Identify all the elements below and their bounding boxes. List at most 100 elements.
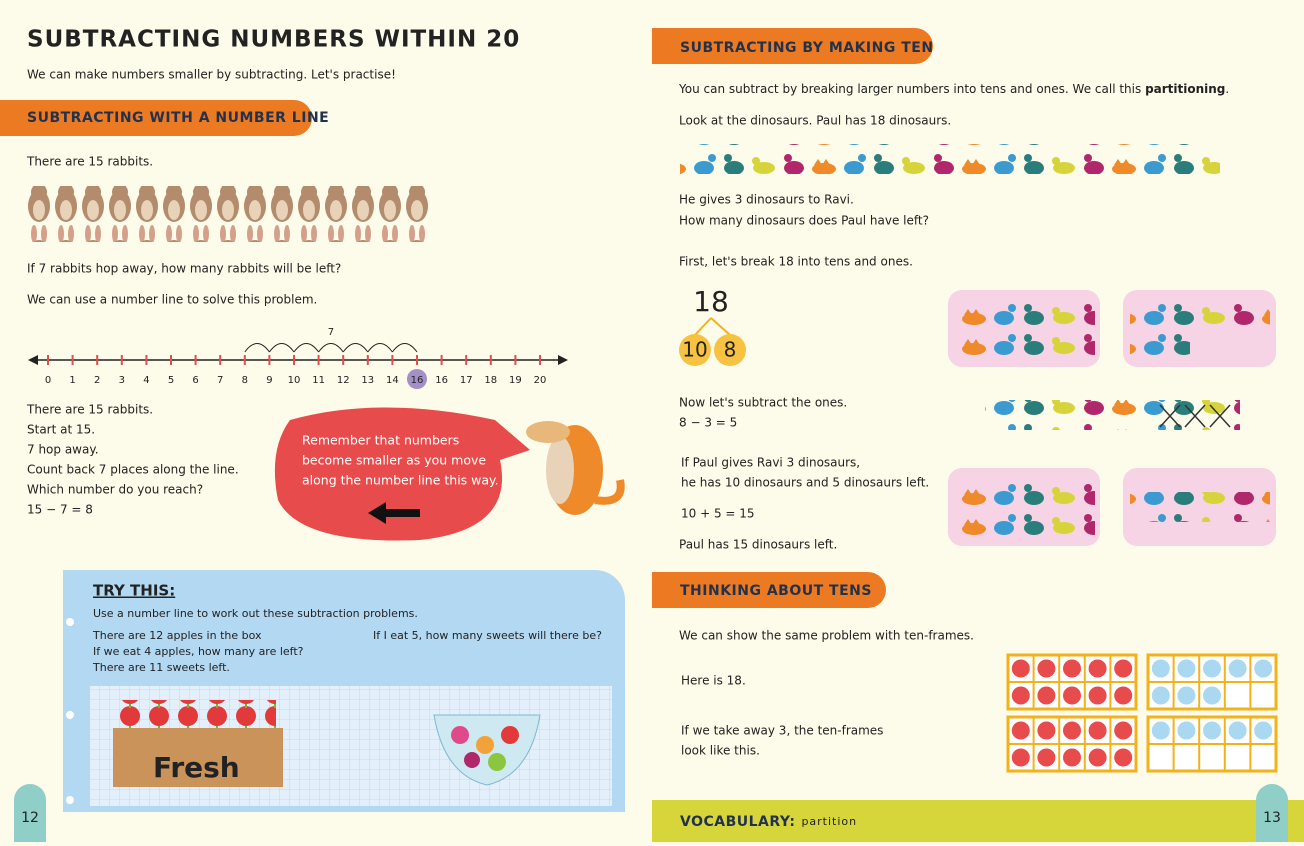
tick-label: 0 <box>45 375 51 386</box>
text: We can show the same problem with ten-fr… <box>679 629 974 643</box>
tick-label: 3 <box>119 375 125 386</box>
counter <box>1203 686 1221 705</box>
problem: There are 12 apples in the box <box>92 629 262 642</box>
counter <box>1063 659 1081 678</box>
page-number: 12 <box>21 810 39 826</box>
tick-label: 1 <box>69 375 75 386</box>
section-band <box>0 100 312 136</box>
section-heading: SUBTRACTING WITH A NUMBER LINE <box>27 110 329 126</box>
counter <box>1203 721 1221 740</box>
problem: There are 11 sweets left. <box>92 661 230 674</box>
counter <box>1114 659 1133 678</box>
hop-arc <box>318 343 344 353</box>
tick-label: 11 <box>312 375 325 386</box>
steps: There are 15 rabbits. Start at 15. 7 hop a… <box>26 403 239 517</box>
speech-text: Remember that numbers <box>302 433 459 448</box>
hop-arc <box>293 343 320 353</box>
tick-label: 20 <box>534 375 547 386</box>
counter <box>1254 721 1273 740</box>
tick-label: 16 <box>435 375 448 386</box>
section-band <box>652 572 886 608</box>
highlight <box>407 369 427 389</box>
counter <box>1063 686 1081 705</box>
text: If Paul gives Ravi 3 dinosaurs, <box>681 456 860 470</box>
tick-label: 2 <box>94 375 100 386</box>
tick-label: 8 <box>242 375 248 386</box>
hop-arc <box>244 343 270 353</box>
counter <box>1228 659 1247 678</box>
counter <box>1037 659 1056 678</box>
tick-label: 16 <box>411 375 424 386</box>
text: First, let's break 18 into tens and ones… <box>679 255 913 269</box>
counter <box>1011 659 1030 678</box>
text: Now let's subtract the ones. <box>679 396 847 410</box>
text: There are 15 rabbits. <box>26 155 153 169</box>
counter <box>1228 721 1247 740</box>
page-tab <box>1256 784 1288 842</box>
text: How many dinosaurs does Paul have left? <box>679 214 929 228</box>
text: If we take away 3, the ten-frames <box>681 724 883 738</box>
tick-label: 4 <box>143 375 149 386</box>
text: He gives 3 dinosaurs to Ravi. <box>679 193 854 207</box>
step: Count back 7 places along the line. <box>27 463 239 477</box>
speech-bubble <box>274 407 530 541</box>
tick-label: 5 <box>168 375 174 386</box>
tick-label: 12 <box>337 375 350 386</box>
instruction: Use a number line to work out these subt… <box>93 607 418 620</box>
counter <box>1037 721 1056 740</box>
text: look like this. <box>681 744 760 758</box>
dinosaurs <box>985 400 1240 430</box>
tick-label: 6 <box>192 375 198 386</box>
page-tab <box>14 784 46 842</box>
arrow <box>368 502 420 524</box>
tick-label: 19 <box>509 375 522 386</box>
section-heading: SUBTRACTING BY MAKING TEN <box>680 40 934 56</box>
step: 15 − 7 = 8 <box>27 503 93 517</box>
equation: 8 − 3 = 5 <box>679 416 737 430</box>
page-number: 13 <box>1263 810 1281 826</box>
vocab-label: VOCABULARY: <box>680 814 795 830</box>
part: 8 <box>724 338 737 362</box>
counter <box>1114 748 1133 767</box>
tick-label: 18 <box>484 375 497 386</box>
dinosaurs <box>680 144 1220 174</box>
text: If 7 rabbits hop away, how many rabbits … <box>27 262 341 276</box>
hop-arc <box>391 343 418 353</box>
speech-text: become smaller as you move <box>302 453 486 468</box>
number-line: 0 1 2 3 4 5 6 7 8 9 10 11 12 13 14 16 16 17 18 19 207 <box>28 327 568 389</box>
hop-label: 7 <box>328 327 334 338</box>
section-heading: THINKING ABOUT TENS <box>680 583 872 599</box>
crate <box>113 728 283 787</box>
problem: If we eat 4 apples, how many are left? <box>93 645 304 658</box>
text: We can use a number line to solve this p… <box>27 293 317 307</box>
counter <box>1114 721 1133 740</box>
pangolin <box>526 421 625 515</box>
part: 10 <box>682 338 707 362</box>
counter <box>1177 659 1196 678</box>
section-band <box>652 28 933 64</box>
vocab-band <box>652 800 1304 842</box>
text: Here is 18. <box>681 674 746 688</box>
text: Look at the dinosaurs. Paul has 18 dinos… <box>679 114 951 128</box>
text: You can subtract by breaking larger numb… <box>678 82 1229 96</box>
dino-groups <box>948 290 1276 546</box>
counter <box>1037 748 1056 767</box>
counter <box>1151 686 1170 705</box>
counter <box>1151 721 1170 740</box>
vocab: VOCABULARY: partition <box>680 814 857 830</box>
counter <box>1011 748 1030 767</box>
cross-outs <box>1159 404 1231 428</box>
tick-label: 9 <box>266 375 272 386</box>
text: he has 10 dinosaurs and 5 dinosaurs left… <box>681 476 929 490</box>
problem: If I eat 5, how many sweets will there b… <box>373 629 602 642</box>
step: Which number do you reach? <box>27 483 203 497</box>
speech-text: along the number line this way. <box>302 473 499 488</box>
ten-frames <box>1006 653 1278 773</box>
text: You can subtract by breaking larger numb… <box>678 82 1145 96</box>
vocab-word: partition <box>801 815 857 828</box>
counter <box>1177 686 1196 705</box>
counter <box>1088 748 1107 767</box>
rabbits-illustration <box>28 186 433 242</box>
intro: We can make numbers smaller by subtracti… <box>27 68 396 82</box>
